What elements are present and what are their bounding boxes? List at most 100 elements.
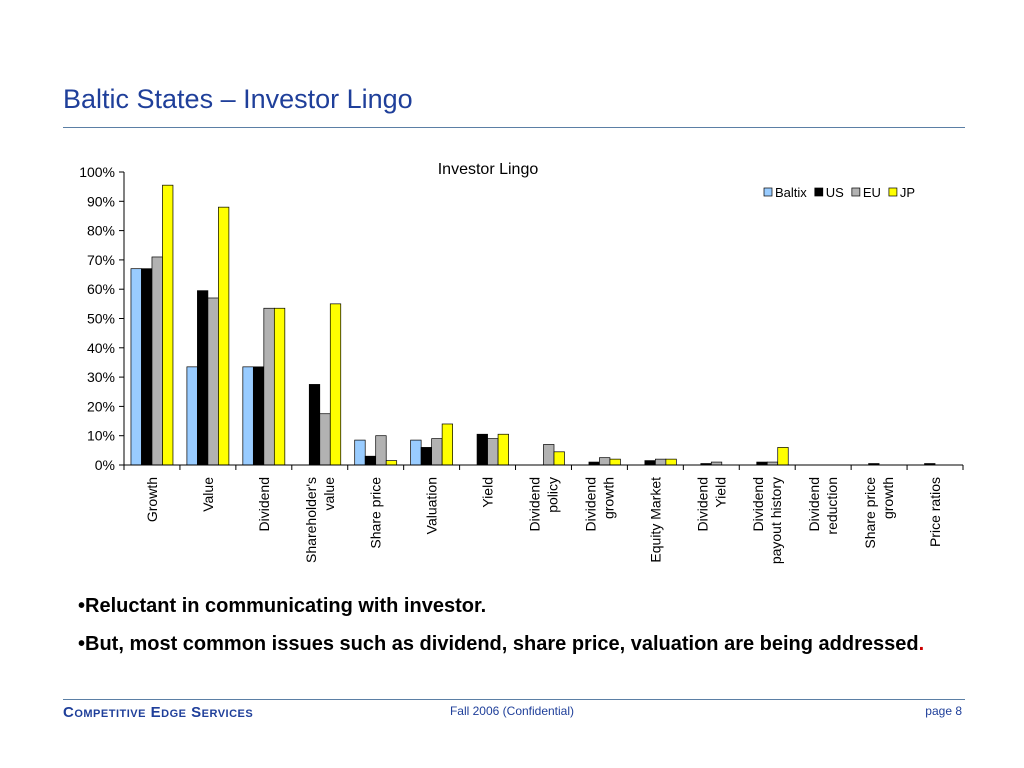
slide-title: Baltic States – Investor Lingo (63, 84, 413, 114)
x-tick-label-group: Dividend reduction (806, 477, 840, 535)
bullet-marker: • (78, 595, 86, 617)
x-tick-label-group: Dividend (256, 477, 272, 531)
x-tick-label: Yield (712, 477, 728, 508)
bar-jp (497, 433, 509, 466)
bar-eu (655, 458, 667, 466)
x-tick-label: Value (200, 477, 216, 512)
y-axis: 0% 10% 20% 30% 40% 50% 60% 70% 80% 90% 100% (79, 164, 125, 473)
x-tick-label: growth (880, 477, 896, 519)
x-tick-label: Valuation (424, 477, 440, 534)
bar-us (252, 366, 265, 466)
x-tick-label: Share price (862, 477, 878, 549)
y-tick-label: 90% (87, 193, 115, 209)
y-tick-label: 10% (87, 428, 115, 444)
x-tick-label: Dividend (256, 477, 272, 531)
bullet-item: •Reluctant in communicating with investo… (78, 592, 958, 620)
company-logo-text: Competitive Edge Services (63, 704, 254, 721)
bullet-trail: . (918, 633, 925, 655)
x-tick-label: value (321, 477, 337, 511)
bar-jp (162, 184, 174, 466)
x-tick-label-group: Dividend Yield (694, 477, 728, 531)
bullet-text: Reluctant in communicating with investor… (85, 595, 487, 617)
x-tick-label: Dividend (527, 477, 543, 531)
x-tick-label-group: Share price (368, 477, 384, 549)
bullet-text: But, most common issues such as dividend… (85, 633, 919, 655)
bar-eu (543, 444, 555, 466)
y-tick-label: 50% (87, 311, 115, 327)
legend-label: US (826, 185, 844, 200)
legend-swatch (814, 187, 824, 197)
bars (130, 184, 936, 466)
y-tick-label: 100% (79, 164, 115, 180)
bar-chart: Investor Lingo Baltix US EU JP 0% 10% 20% 30% 4… (79, 161, 964, 564)
bullet-marker: • (78, 633, 86, 655)
x-tick-label: Dividend (694, 477, 710, 531)
x-tick-label: reduction (824, 477, 840, 535)
bar-eu (319, 413, 331, 466)
x-tick-label: Equity Market (647, 477, 663, 563)
x-tick-label-group: Dividend policy (527, 477, 561, 531)
bar-jp (441, 423, 453, 466)
legend-label: JP (900, 185, 915, 200)
y-tick-label: 30% (87, 369, 115, 385)
x-axis: Growth Value Dividend Shareholder's value Sha… (123, 464, 964, 564)
bar-baltix (410, 439, 422, 466)
y-tick-label: 40% (87, 340, 115, 356)
bar-us (420, 447, 432, 466)
x-tick-label: Share price (368, 477, 384, 549)
y-tick-label: 20% (87, 398, 115, 414)
chart-title: Investor Lingo (438, 161, 539, 178)
bar-us (308, 384, 321, 466)
bar-jp (665, 458, 677, 466)
bar-jp (218, 206, 230, 466)
y-tick-label: 0% (95, 457, 115, 473)
bar-jp (273, 307, 286, 466)
bar-eu (599, 457, 611, 466)
bullet-list: •Reluctant in communicating with investo… (78, 592, 958, 668)
bar-us (364, 455, 377, 466)
x-tick-label-group: Price ratios (927, 477, 943, 547)
bar-jp (609, 458, 621, 466)
legend-swatch (763, 187, 773, 197)
x-tick-label: Dividend (806, 477, 822, 531)
footer-divider (63, 699, 965, 700)
page-number: page 8 (925, 704, 962, 718)
bar-us (141, 268, 153, 466)
bar-us (644, 460, 656, 466)
x-tick-label-group: Dividend payout history (750, 477, 784, 564)
bar-eu (375, 435, 387, 466)
y-tick-label: 60% (87, 281, 115, 297)
bar-baltix (354, 439, 366, 466)
bar-jp (385, 460, 398, 466)
x-tick-label-group: Growth (144, 477, 160, 522)
chart-legend: Baltix US EU JP (763, 185, 915, 200)
y-tick-label: 80% (87, 223, 115, 239)
bullet-item: •But, most common issues such as dividen… (78, 630, 958, 658)
x-tick-label: growth (600, 477, 616, 519)
footer-confidential: Fall 2006 (Confidential) (449, 704, 575, 718)
bar-eu (151, 256, 163, 466)
x-tick-label: Price ratios (927, 477, 943, 547)
legend-label: Baltix (775, 185, 807, 200)
bar-eu (263, 307, 275, 466)
x-tick-label: payout history (768, 477, 784, 564)
x-tick-label-group: Dividend growth (582, 477, 616, 531)
bar-jp (329, 303, 342, 466)
x-tick-label: Dividend (750, 477, 766, 531)
legend-label: EU (863, 185, 881, 200)
x-tick-label: policy (545, 477, 561, 513)
bar-eu (487, 438, 499, 466)
x-tick-label-group: Yield (480, 477, 496, 508)
bar-eu (207, 297, 219, 466)
x-tick-label-group: Value (200, 477, 216, 512)
bar-baltix (130, 268, 142, 466)
x-tick-label: Dividend (582, 477, 598, 531)
bar-baltix (186, 366, 198, 466)
bar-jp (553, 451, 565, 466)
x-tick-label-group: Equity Market (647, 477, 663, 563)
x-tick-label: Yield (480, 477, 496, 508)
x-tick-label-group: Share price growth (862, 477, 896, 549)
x-tick-label-group: Valuation (424, 477, 440, 534)
x-tick-label: Shareholder's (303, 477, 319, 563)
bar-baltix (242, 366, 254, 466)
